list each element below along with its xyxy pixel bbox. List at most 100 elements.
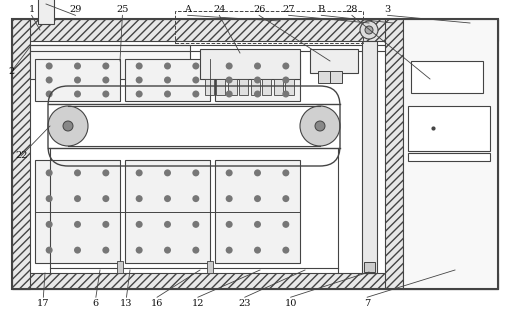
Bar [407,106,489,151]
Bar [309,49,357,73]
Bar [30,45,190,79]
Bar [262,79,271,95]
Circle shape [282,247,289,254]
Circle shape [192,247,199,254]
Circle shape [46,77,52,83]
Bar [200,49,299,79]
Circle shape [225,195,232,202]
Bar [125,160,210,263]
Circle shape [192,195,199,202]
Circle shape [164,195,171,202]
Circle shape [74,195,81,202]
Circle shape [135,221,143,228]
Circle shape [192,77,199,83]
Text: 22: 22 [15,151,27,160]
Circle shape [282,195,289,202]
Bar [250,79,260,95]
Circle shape [135,77,143,83]
Bar [215,59,299,101]
Bar [239,79,248,95]
Bar [363,262,374,272]
Circle shape [164,221,171,228]
Circle shape [225,63,232,69]
Text: 16: 16 [151,299,163,308]
Bar [205,79,214,95]
Circle shape [102,169,109,176]
Bar [228,79,237,95]
Circle shape [102,221,109,228]
Circle shape [253,63,261,69]
Bar [12,19,497,289]
Circle shape [102,63,109,69]
Circle shape [135,195,143,202]
Text: 12: 12 [191,299,204,308]
Circle shape [135,63,143,69]
Text: 24: 24 [213,5,225,14]
Text: 3: 3 [384,5,390,14]
Circle shape [74,91,81,98]
Circle shape [253,169,261,176]
Circle shape [46,169,52,176]
Text: 27: 27 [282,5,294,14]
Circle shape [253,247,261,254]
Circle shape [74,221,81,228]
Text: 1: 1 [29,5,35,14]
Text: 13: 13 [120,299,132,308]
Circle shape [253,91,261,98]
Circle shape [192,91,199,98]
Text: 26: 26 [252,5,265,14]
Bar [361,26,375,34]
Circle shape [359,21,377,39]
Circle shape [164,91,171,98]
Circle shape [102,247,109,254]
Bar [216,79,225,95]
Circle shape [46,221,52,228]
Circle shape [225,247,232,254]
Circle shape [102,91,109,98]
Bar [12,273,497,289]
Bar [35,59,120,101]
Circle shape [315,121,324,131]
Text: B: B [317,5,324,14]
Circle shape [164,169,171,176]
Circle shape [164,63,171,69]
Circle shape [282,169,289,176]
Circle shape [253,195,261,202]
Circle shape [74,63,81,69]
Circle shape [282,221,289,228]
Circle shape [74,169,81,176]
Text: 6: 6 [93,299,99,308]
Text: 2: 2 [8,67,14,76]
Circle shape [282,91,289,98]
Circle shape [225,169,232,176]
Bar [125,59,210,101]
Circle shape [74,247,81,254]
Circle shape [102,195,109,202]
Text: 25: 25 [116,5,128,14]
Bar [215,160,299,263]
Circle shape [282,63,289,69]
Circle shape [48,106,88,146]
Circle shape [46,247,52,254]
Circle shape [282,77,289,83]
Circle shape [46,195,52,202]
Circle shape [192,221,199,228]
Circle shape [299,106,340,146]
Bar [207,261,213,273]
Text: 17: 17 [37,299,49,308]
Circle shape [46,91,52,98]
Bar [384,19,402,289]
Circle shape [164,247,171,254]
Circle shape [364,26,372,34]
Circle shape [135,169,143,176]
Circle shape [253,77,261,83]
Bar [361,41,376,273]
Circle shape [225,77,232,83]
Bar [273,79,282,95]
Text: 7: 7 [363,299,370,308]
Circle shape [225,221,232,228]
Text: 23: 23 [238,299,250,308]
Text: A: A [184,5,191,14]
Bar [12,19,30,289]
Circle shape [225,91,232,98]
